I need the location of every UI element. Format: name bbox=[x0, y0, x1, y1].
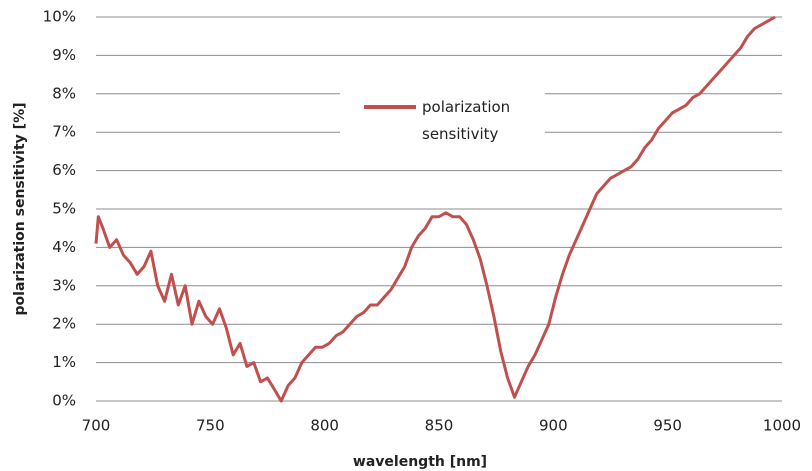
x-tick-label: 800 bbox=[310, 417, 339, 435]
y-tick-label: 0% bbox=[52, 392, 76, 410]
x-tick-label: 850 bbox=[425, 417, 454, 435]
y-tick-label: 9% bbox=[52, 46, 76, 64]
legend-box bbox=[340, 85, 545, 170]
y-tick-label: 1% bbox=[52, 353, 76, 371]
y-axis-title: polarization sensitivity [%] bbox=[12, 103, 28, 316]
y-tick-label: 10% bbox=[43, 8, 76, 26]
y-tick-label: 6% bbox=[52, 161, 76, 179]
y-tick-label: 3% bbox=[52, 276, 76, 294]
y-tick-label: 8% bbox=[52, 84, 76, 102]
x-tick-label: 750 bbox=[196, 417, 225, 435]
x-tick-label: 950 bbox=[653, 417, 682, 435]
x-tick-label: 1000 bbox=[763, 417, 801, 435]
x-axis-title: wavelength [nm] bbox=[353, 454, 487, 470]
y-tick-label: 2% bbox=[52, 315, 76, 333]
x-tick-label: 900 bbox=[539, 417, 568, 435]
y-tick-label: 7% bbox=[52, 123, 76, 141]
data-line bbox=[94, 15, 776, 403]
legend-label: polarization sensitivity bbox=[422, 98, 510, 143]
y-tick-label: 5% bbox=[52, 200, 76, 218]
x-tick-label: 700 bbox=[82, 417, 111, 435]
y-tick-label: 4% bbox=[52, 238, 76, 256]
